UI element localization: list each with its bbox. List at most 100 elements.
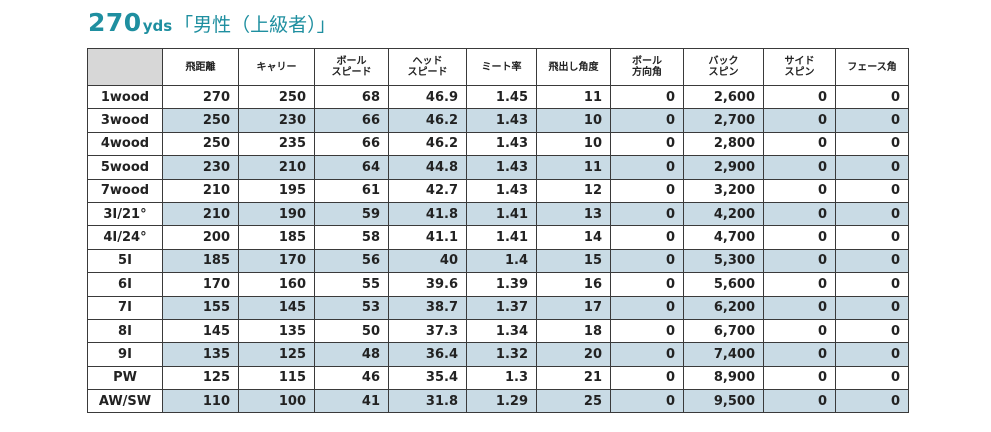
table-cell: 46 (314, 365, 389, 391)
table-cell: 1.41 (466, 201, 537, 227)
table-cell: 190 (238, 201, 315, 227)
table-cell: 6,200 (683, 295, 764, 320)
table-cell: 1.29 (466, 389, 537, 414)
table-cell: 1.3 (466, 365, 537, 391)
table-row: 9I 135 125 48 36.4 1.32 20 0 7,400 0 0 (87, 342, 909, 367)
table-cell: 41.8 (388, 201, 467, 227)
club-data-table: 飛距離 キャリー ボール スピード ヘッド スピード ミート率 飛出し角度 ボール 方向角バ… (87, 48, 909, 414)
table-cell: 135 (162, 342, 239, 367)
table-cell: 145 (162, 318, 239, 344)
table-cell: 210 (162, 201, 239, 227)
table-cell: 0 (763, 365, 836, 391)
table-cell: 68 (314, 84, 389, 110)
table-cell: 170 (162, 272, 239, 297)
table-cell: 13 (536, 201, 611, 227)
table-cell: 37.3 (388, 318, 467, 344)
table-cell: 195 (238, 178, 315, 203)
table-cell: 10 (536, 108, 611, 133)
table-cell: 42.7 (388, 178, 467, 203)
table-cell: 0 (763, 131, 836, 157)
table-cell: 8,900 (683, 365, 764, 391)
table-cell: 1.37 (466, 295, 537, 320)
table-cell: 5,600 (683, 272, 764, 297)
table-cell: 0 (610, 155, 684, 180)
table-cell: 2,900 (683, 155, 764, 180)
table-cell: 59 (314, 201, 389, 227)
table-cell: 1.43 (466, 131, 537, 157)
table-cell: 48 (314, 342, 389, 367)
table-cell: 4,200 (683, 201, 764, 227)
table-cell: 0 (763, 201, 836, 227)
table-cell: 100 (238, 389, 315, 414)
table-cell: 4,700 (683, 225, 764, 250)
table-cell: 6,700 (683, 318, 764, 344)
column-header: 飛距離 (162, 48, 239, 86)
table-cell: 56 (314, 248, 389, 274)
table-cell: 0 (835, 365, 909, 391)
table-cell: 0 (610, 108, 684, 133)
table-row: 4wood 250 235 66 46.2 1.43 10 0 2,800 0 0 (87, 131, 909, 157)
club-name-cell: 3wood (87, 108, 163, 133)
table-cell: 0 (763, 295, 836, 320)
table-cell: 0 (610, 248, 684, 274)
table-cell: 0 (835, 201, 909, 227)
table-cell: 0 (763, 342, 836, 367)
table-row: 6I 170 160 55 39.6 1.39 16 0 5,600 0 0 (87, 272, 909, 297)
table-cell: 41.1 (388, 225, 467, 250)
table-cell: 9,500 (683, 389, 764, 414)
table-cell: 0 (835, 248, 909, 274)
table-row: 3I/21° 210 190 59 41.8 1.41 13 0 4,200 0 0 (87, 201, 909, 227)
table-cell: 66 (314, 131, 389, 157)
table-cell: 53 (314, 295, 389, 320)
table-cell: 185 (162, 248, 239, 274)
column-header: フェース角 (835, 48, 909, 86)
table-cell: 10 (536, 131, 611, 157)
table-cell: 39.6 (388, 272, 467, 297)
table-cell: 110 (162, 389, 239, 414)
page-title: 270 yds 「男性（上級者）」 (88, 8, 336, 40)
club-name-cell: 4I/24° (87, 225, 163, 250)
club-name-cell: 4wood (87, 131, 163, 157)
table-cell: 44.8 (388, 155, 467, 180)
table-cell: 40 (388, 248, 467, 274)
table-cell: 1.4 (466, 248, 537, 274)
header-corner-cell (87, 48, 163, 86)
club-name-cell: 1wood (87, 84, 163, 110)
table-cell: 0 (835, 84, 909, 110)
table-cell: 14 (536, 225, 611, 250)
table-cell: 36.4 (388, 342, 467, 367)
table-cell: 2,700 (683, 108, 764, 133)
table-cell: 15 (536, 248, 611, 274)
table-cell: 0 (763, 178, 836, 203)
table-cell: 230 (238, 108, 315, 133)
table-row: 5I 185 170 56 40 1.4 15 0 5,300 0 0 (87, 248, 909, 274)
table-cell: 5,300 (683, 248, 764, 274)
table-body: 1wood 270 250 68 46.9 1.45 11 0 2,600 0 0 3wood 250 2… (87, 84, 909, 414)
table-cell: 55 (314, 272, 389, 297)
table-cell: 0 (763, 84, 836, 110)
table-row: 8I 145 135 50 37.3 1.34 18 0 6,700 0 0 (87, 318, 909, 344)
table-cell: 155 (162, 295, 239, 320)
table-cell: 25 (536, 389, 611, 414)
table-cell: 0 (835, 178, 909, 203)
table-row: 7wood 210 195 61 42.7 1.43 12 0 3,200 0 0 (87, 178, 909, 203)
column-header: ボール スピード (314, 48, 389, 86)
table-cell: 18 (536, 318, 611, 344)
table-cell: 1.41 (466, 225, 537, 250)
column-header: サイド スピン (763, 48, 836, 86)
column-header: ミート率 (466, 48, 537, 86)
table-cell: 1.43 (466, 178, 537, 203)
table-cell: 210 (238, 155, 315, 180)
table-cell: 41 (314, 389, 389, 414)
table-cell: 270 (162, 84, 239, 110)
table-cell: 46.2 (388, 131, 467, 157)
table-cell: 12 (536, 178, 611, 203)
table-cell: 0 (610, 201, 684, 227)
club-name-cell: 3I/21° (87, 201, 163, 227)
table-cell: 125 (238, 342, 315, 367)
table-cell: 125 (162, 365, 239, 391)
table-cell: 0 (610, 318, 684, 344)
table-row: 4I/24° 200 185 58 41.1 1.41 14 0 4,700 0 0 (87, 225, 909, 250)
table-cell: 0 (610, 295, 684, 320)
title-subtitle: 「男性（上級者）」 (174, 14, 336, 36)
